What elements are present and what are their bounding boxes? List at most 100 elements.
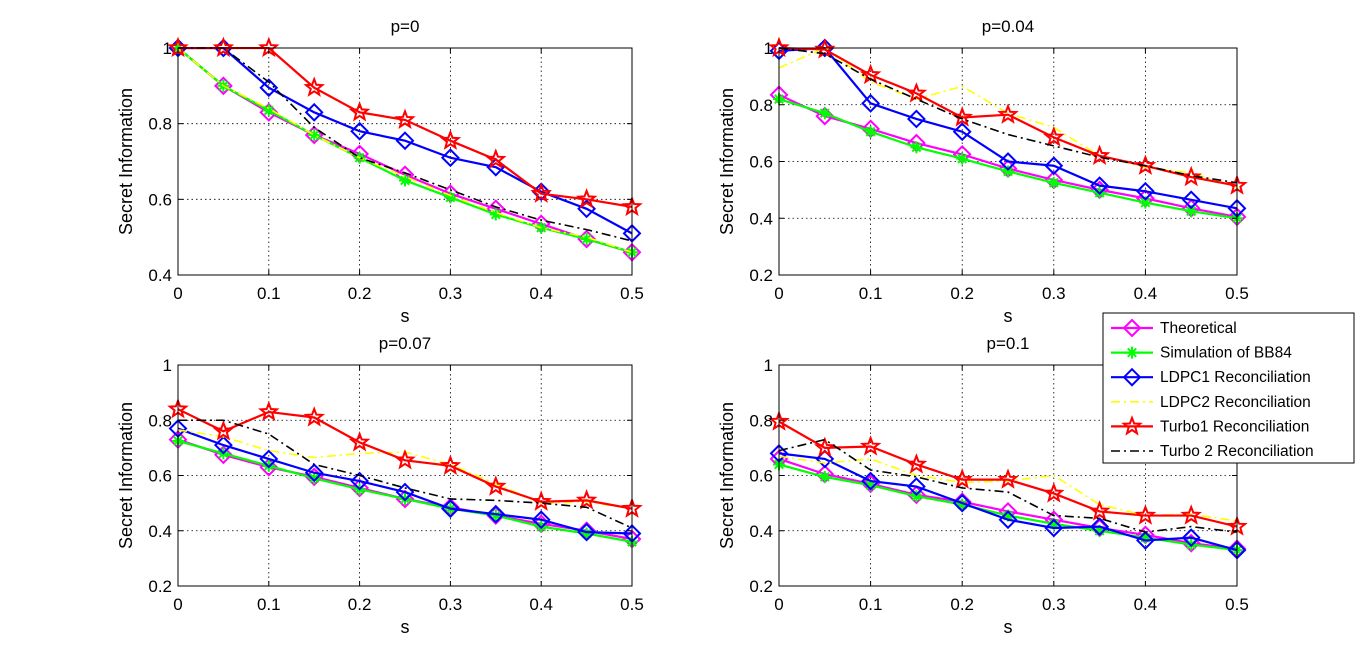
data-point xyxy=(399,174,411,187)
data-point xyxy=(997,103,1019,124)
data-point xyxy=(348,101,371,122)
series-line xyxy=(779,438,1237,533)
data-point xyxy=(486,504,506,524)
data-point xyxy=(212,36,235,58)
panel-title: p=0.04 xyxy=(982,17,1034,36)
series-line xyxy=(178,427,632,535)
data-point xyxy=(815,38,835,58)
data-point xyxy=(575,489,598,510)
data-point xyxy=(1135,531,1155,550)
legend-box xyxy=(1102,312,1355,464)
data-point xyxy=(1043,482,1065,503)
y-axis-label: Secret Information xyxy=(717,402,737,549)
data-point xyxy=(998,152,1018,171)
data-point xyxy=(440,148,460,168)
series-turbo-2-reconciliation xyxy=(779,438,1237,533)
x-tick-label: 0.1 xyxy=(257,595,281,614)
data-point xyxy=(864,125,877,138)
axes-frame xyxy=(177,47,633,276)
data-point xyxy=(906,477,926,496)
x-tick-label: 0.5 xyxy=(1225,595,1249,614)
y-axis-label: Secret Information xyxy=(717,88,737,235)
data-point xyxy=(575,188,598,209)
y-tick-label: 0.4 xyxy=(749,522,773,541)
data-point xyxy=(530,490,552,511)
x-tick-label: 0.1 xyxy=(859,595,883,614)
x-axis-label: s xyxy=(1004,617,1013,637)
plot-area xyxy=(178,48,632,275)
data-point xyxy=(350,121,370,141)
x-tick-label: 0.5 xyxy=(1225,284,1249,303)
data-point xyxy=(910,490,923,503)
data-point xyxy=(394,108,416,130)
legend-label: Turbo1 Reconciliation xyxy=(1160,418,1309,435)
x-tick-label: 0.3 xyxy=(1042,595,1066,614)
data-point xyxy=(998,510,1018,530)
data-point xyxy=(859,435,882,456)
data-point xyxy=(1088,500,1111,521)
data-point xyxy=(577,229,597,249)
y-axis-label: Secret Information xyxy=(116,88,136,235)
data-point xyxy=(952,122,972,142)
x-tick-label: 0 xyxy=(774,284,783,303)
data-point xyxy=(818,470,831,483)
x-axis-label: s xyxy=(401,306,410,326)
x-tick-label: 0.4 xyxy=(1134,595,1158,614)
data-point xyxy=(395,489,415,509)
series-ldpc2-reconciliation xyxy=(178,47,632,254)
x-tick-label: 0.3 xyxy=(1042,284,1066,303)
y-tick-label: 0.2 xyxy=(749,266,773,285)
data-point xyxy=(1047,176,1060,189)
y-tick-label: 0.8 xyxy=(749,411,773,430)
y-tick-label: 1 xyxy=(764,356,773,375)
legend-marker xyxy=(1122,367,1142,387)
x-tick-label: 0.4 xyxy=(529,284,553,303)
data-point xyxy=(1134,504,1157,525)
data-point xyxy=(951,468,973,489)
series-turbo-2-reconciliation xyxy=(178,47,632,242)
x-axis-label: s xyxy=(401,617,410,637)
series-line xyxy=(779,47,1237,210)
x-tick-label: 0.1 xyxy=(859,284,883,303)
y-tick-label: 0.6 xyxy=(148,190,172,209)
y-tick-label: 0.2 xyxy=(749,577,773,596)
y-tick-label: 1 xyxy=(163,39,172,58)
data-point xyxy=(439,454,462,475)
legend-marker xyxy=(1121,415,1143,436)
y-tick-label: 0.4 xyxy=(749,209,773,228)
series-line xyxy=(178,47,632,242)
series-turbo-2-reconciliation xyxy=(779,47,1237,184)
data-point xyxy=(1088,144,1111,165)
data-point xyxy=(304,463,324,483)
data-point xyxy=(212,419,235,441)
data-point xyxy=(304,102,324,122)
data-point xyxy=(531,510,551,530)
data-point xyxy=(906,485,926,505)
data-point xyxy=(1134,154,1157,175)
legend-item-simulation-of-bb84: Simulation of BB84 xyxy=(1111,345,1292,362)
legend-label: Simulation of BB84 xyxy=(1160,345,1292,362)
x-tick-label: 0 xyxy=(774,595,783,614)
x-tick-label: 0.5 xyxy=(620,284,644,303)
data-point xyxy=(577,522,597,542)
y-tick-label: 0.6 xyxy=(749,467,773,486)
data-point xyxy=(1181,190,1201,210)
x-tick-label: 0.1 xyxy=(257,284,281,303)
y-tick-label: 0.2 xyxy=(148,577,172,596)
legend-marker xyxy=(1126,346,1138,359)
data-point xyxy=(258,400,280,422)
x-tick-label: 0.2 xyxy=(348,595,372,614)
series-line xyxy=(178,47,632,254)
series-ldpc1-reconciliation xyxy=(168,419,642,543)
data-point xyxy=(861,471,881,491)
data-point xyxy=(395,131,415,151)
y-tick-label: 0.8 xyxy=(148,115,172,134)
x-tick-label: 0.2 xyxy=(348,284,372,303)
data-point xyxy=(997,468,1019,489)
data-point xyxy=(1043,126,1065,147)
data-point xyxy=(1090,176,1110,196)
legend-marker xyxy=(1122,318,1142,338)
data-point xyxy=(910,141,923,154)
y-axis-label: Secret Information xyxy=(116,402,136,549)
data-point xyxy=(1181,528,1201,548)
